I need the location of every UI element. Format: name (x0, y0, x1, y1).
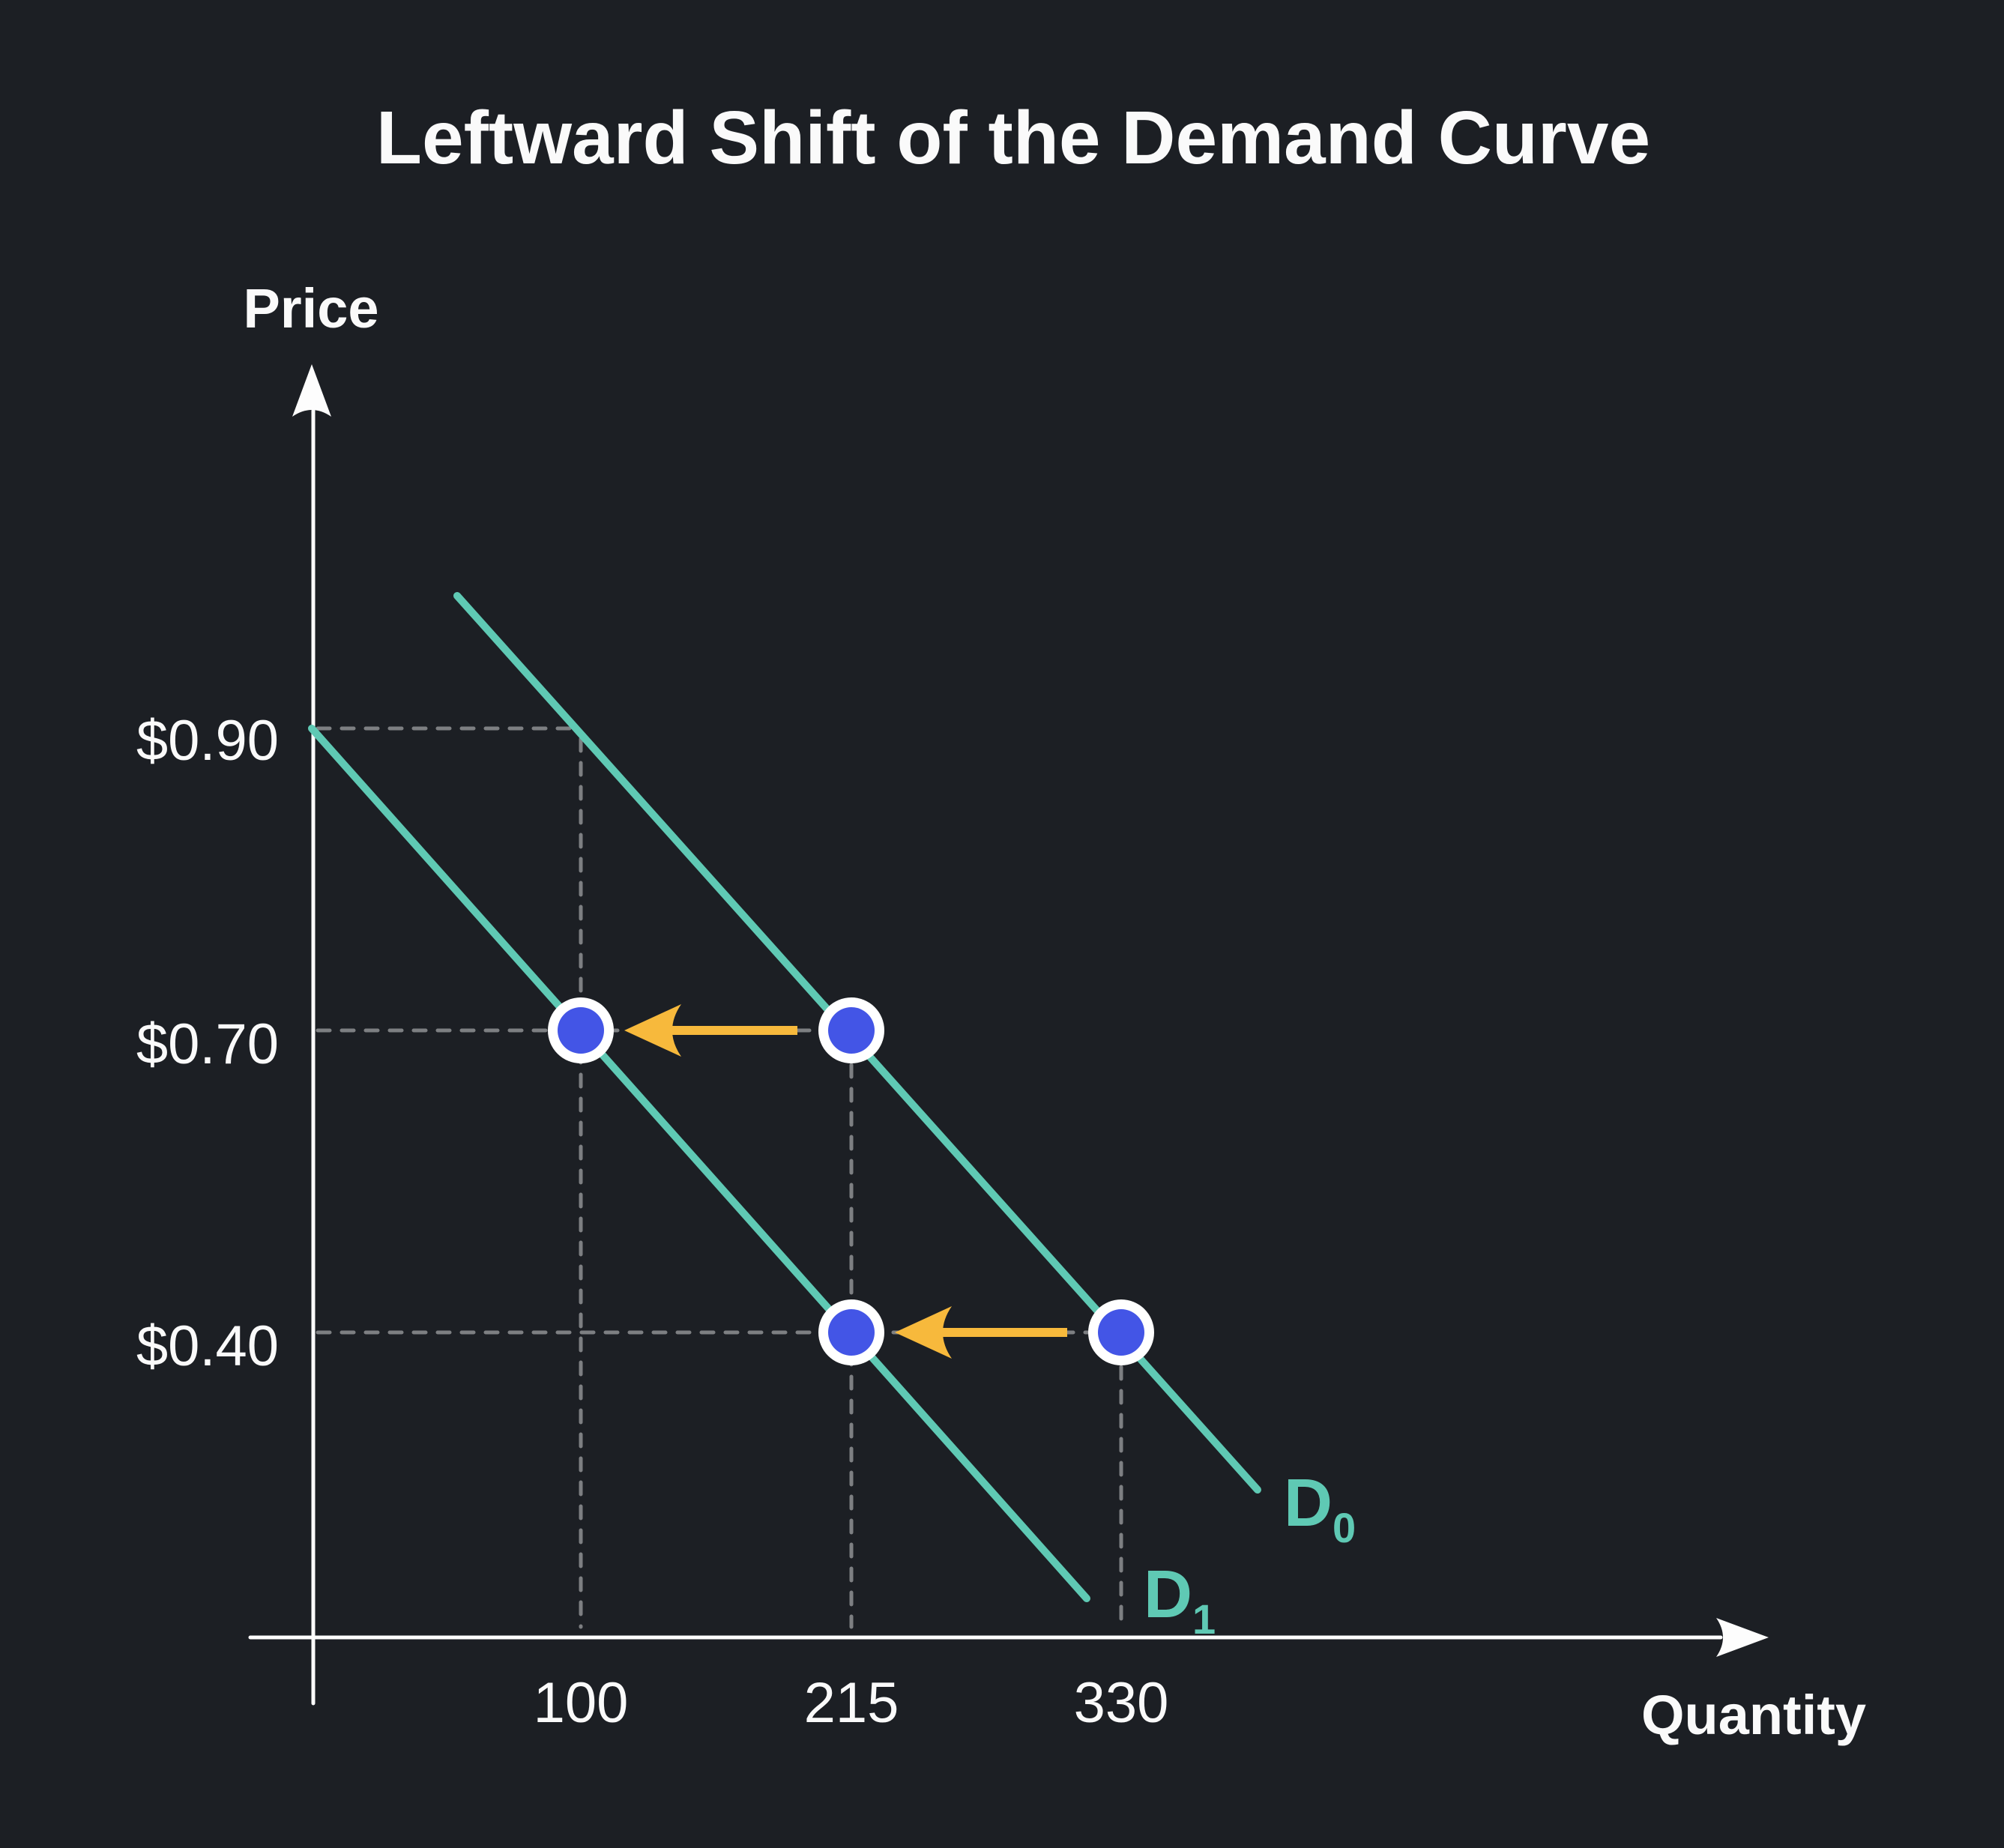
shift-arrows (624, 1004, 1067, 1359)
y-axis-arrowhead-icon (292, 364, 331, 417)
y-tick-070: $0.70 (136, 1012, 279, 1076)
data-point-d1-q100 (548, 997, 614, 1063)
x-tick-215: 215 (804, 1671, 899, 1735)
point-fill (1098, 1309, 1144, 1356)
y-tick-090: $0.90 (136, 709, 279, 773)
x-axis-label: Quantity (1641, 1684, 1866, 1746)
demand-curve-d1 (308, 725, 1090, 1602)
y-axis-label: Price (243, 277, 378, 339)
point-fill (828, 1309, 875, 1356)
demand-curves (308, 592, 1261, 1602)
point-fill (828, 1007, 875, 1054)
x-tick-100: 100 (534, 1671, 629, 1735)
x-axis-arrowhead-icon (1716, 1618, 1769, 1657)
left-arrow-icon (624, 1004, 681, 1057)
curve-label-d0: D0 (1284, 1466, 1356, 1551)
data-points (548, 997, 1154, 1365)
guide-lines (316, 726, 1123, 1629)
axes (248, 364, 1769, 1706)
labels: Leftward Shift of the Demand Curve Price… (136, 96, 1866, 1746)
chart-title: Leftward Shift of the Demand Curve (376, 96, 1650, 180)
data-point-d0-q215 (818, 997, 884, 1063)
data-point-d1-q215 (818, 1299, 884, 1365)
left-arrow-icon (895, 1306, 952, 1359)
curve-label-d1: D1 (1144, 1557, 1216, 1643)
x-tick-330: 330 (1074, 1671, 1169, 1735)
y-tick-040: $0.40 (136, 1314, 279, 1378)
data-point-d0-q330 (1088, 1299, 1154, 1365)
point-fill (558, 1007, 604, 1054)
